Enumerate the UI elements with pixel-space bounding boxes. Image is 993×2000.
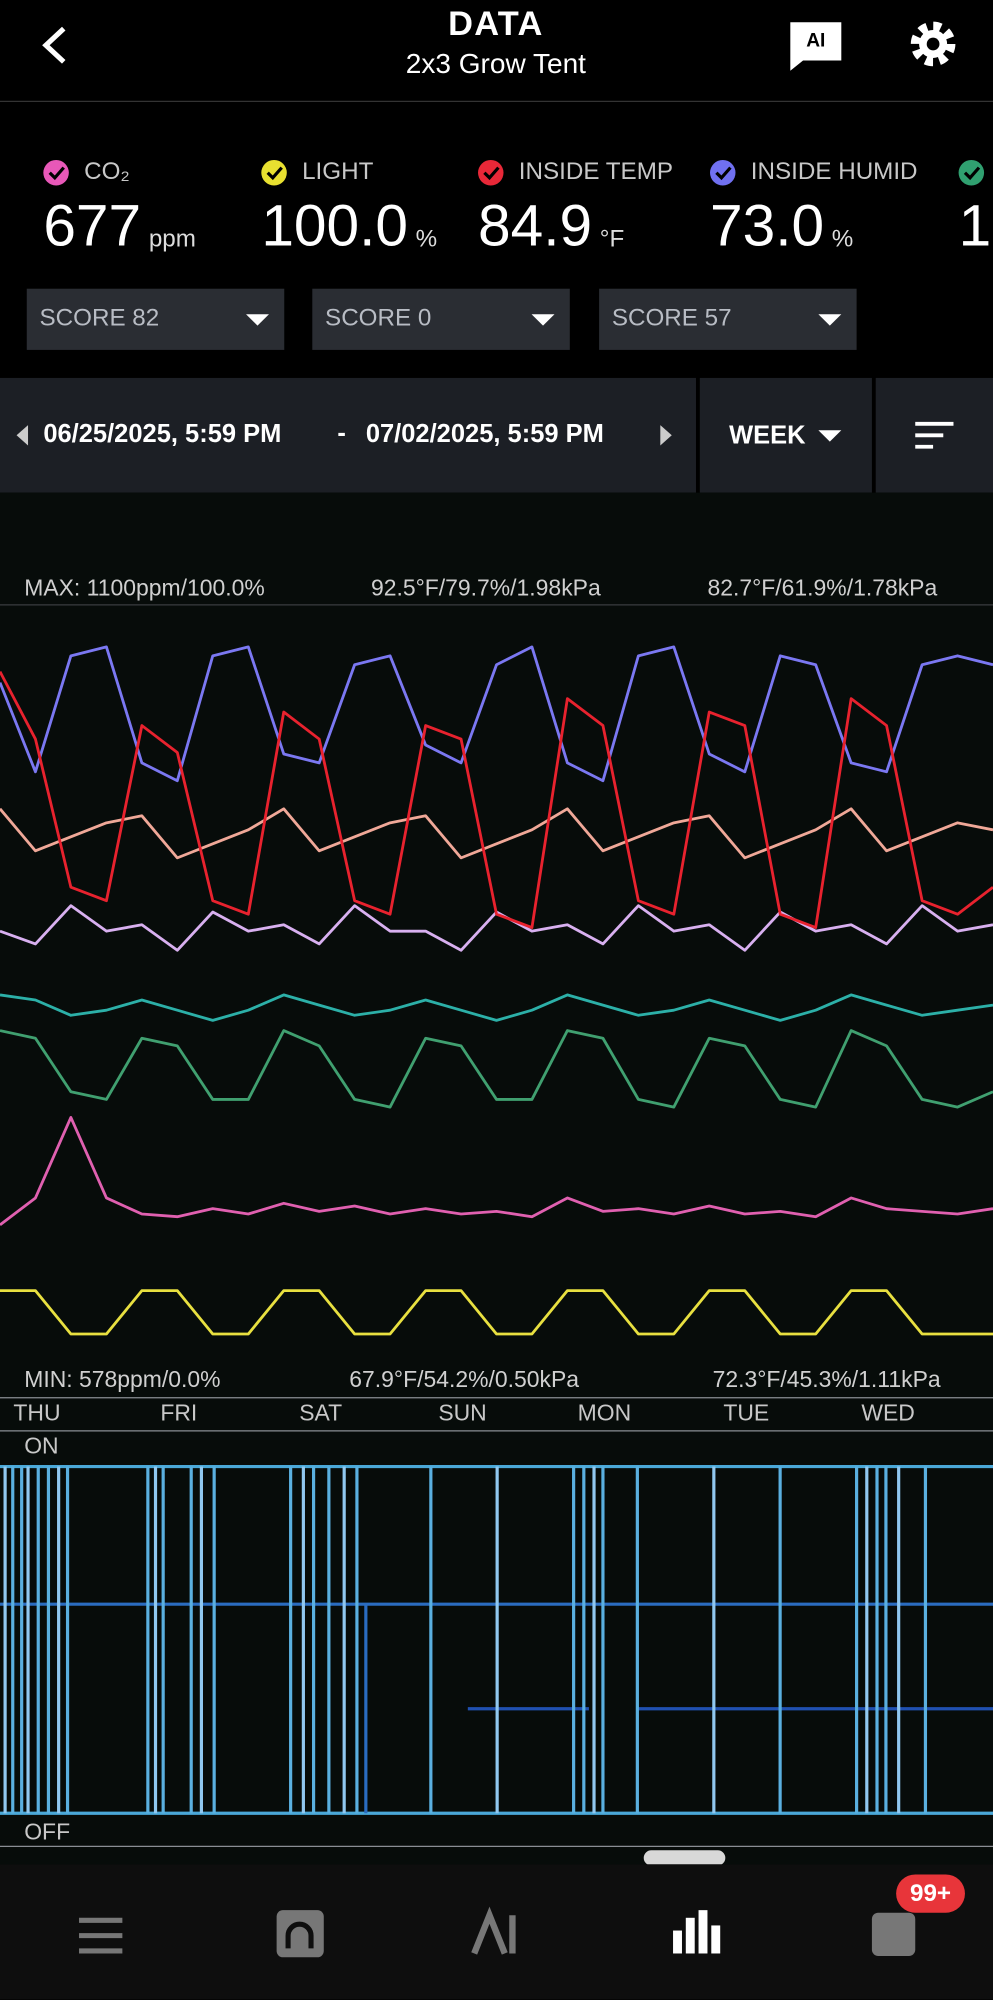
series-line [0, 993, 993, 1022]
dropdown-arrow [531, 314, 555, 326]
sensor-check [43, 159, 69, 186]
badge-count: 99+ [910, 1880, 951, 1907]
dropdown-arrow [246, 314, 269, 326]
series-line [0, 1289, 993, 1336]
sensor-label: INSIDE HUMID [751, 158, 918, 185]
on-label: ON [24, 1432, 58, 1458]
series-line [0, 1115, 993, 1226]
series-line [0, 807, 993, 860]
period-label: WEEK [729, 421, 806, 449]
series-line [0, 1029, 993, 1109]
sensor-unit: % [416, 226, 438, 253]
ai-icon [790, 22, 842, 71]
sort-icon [915, 421, 954, 449]
check-mark [483, 166, 500, 181]
sensor-check [710, 159, 736, 186]
sensor-value: 677 [43, 194, 141, 259]
max-stat: 82.7°F/61.9%/1.78kPa [707, 575, 937, 601]
device-state [0, 1602, 993, 1814]
sensor-label: LIGHT [302, 158, 373, 185]
back-button[interactable] [42, 26, 66, 64]
day-label: SUN [438, 1399, 486, 1425]
series-line [0, 645, 993, 783]
title: DATA [448, 5, 544, 43]
sensor-unit: % [832, 226, 854, 253]
ai-label: AI [806, 30, 825, 51]
sensor-check [958, 159, 985, 186]
check-mark [715, 166, 732, 181]
min-stat: 72.3°F/45.3%/1.11kPa [713, 1366, 941, 1392]
date-bar [0, 377, 696, 493]
score-label: SCORE 57 [612, 305, 732, 332]
score-select[interactable] [599, 288, 857, 350]
sensor-value: 73.0 [710, 194, 824, 259]
nav-ai[interactable] [471, 1906, 516, 1955]
scrollbar[interactable] [643, 1850, 726, 1866]
ai-button[interactable]: AI [790, 22, 842, 71]
prev-button[interactable] [16, 425, 29, 446]
subtitle: 2x3 Grow Tent [406, 48, 586, 79]
score-label: SCORE 82 [40, 305, 160, 332]
nav-device[interactable] [276, 1910, 324, 1958]
check-mark [266, 166, 283, 181]
settings-button[interactable] [910, 21, 956, 67]
day-label: WED [861, 1399, 915, 1425]
max-stat: MAX: 1100ppm/100.0% [24, 575, 265, 601]
gear-hole [926, 37, 940, 51]
nav-device-glyph [285, 1921, 314, 1949]
check-mark [48, 166, 65, 181]
max-stat: 92.5°F/79.7%/1.98kPa [371, 575, 601, 601]
sensor-check [478, 159, 504, 186]
next-button[interactable] [660, 425, 672, 446]
sensor-unit: °F [600, 226, 624, 253]
sensor-value: 100.0 [261, 194, 408, 259]
day-label: FRI [160, 1399, 197, 1425]
nav-log[interactable] [871, 1912, 916, 1957]
check-mark [963, 166, 981, 181]
sensor-check [261, 159, 287, 186]
sensor-label: INSIDE TEMP [519, 158, 673, 185]
period-select[interactable] [699, 377, 872, 493]
series-line [0, 670, 993, 929]
score-select[interactable] [26, 288, 285, 350]
nav-data[interactable] [673, 1910, 721, 1954]
score-label: SCORE 0 [325, 305, 431, 332]
min-stat: MIN: 578ppm/0.0% [24, 1366, 220, 1392]
gear [910, 21, 956, 67]
day-label: THU [13, 1399, 60, 1425]
day-label: MON [578, 1399, 632, 1425]
dropdown-arrow [818, 430, 842, 442]
dropdown-arrow [818, 314, 842, 326]
sensor-value: 1. [959, 194, 993, 259]
sensor-unit: ppm [149, 226, 196, 253]
range-separator: - [337, 419, 346, 447]
off-label: OFF [24, 1819, 70, 1845]
day-label: SAT [299, 1399, 342, 1425]
range-end: 07/02/2025, 5:59 PM [366, 420, 604, 448]
sensor-value: 84.9 [478, 194, 592, 259]
day-label: TUE [723, 1399, 769, 1425]
sensor-label: CO₂ [84, 158, 130, 185]
badge [896, 1874, 965, 1913]
nav-controls[interactable] [79, 1917, 123, 1954]
range-start: 06/25/2025, 5:59 PM [43, 420, 281, 448]
score-select[interactable] [312, 288, 570, 350]
min-stat: 67.9°F/54.2%/0.50kPa [349, 1366, 579, 1392]
